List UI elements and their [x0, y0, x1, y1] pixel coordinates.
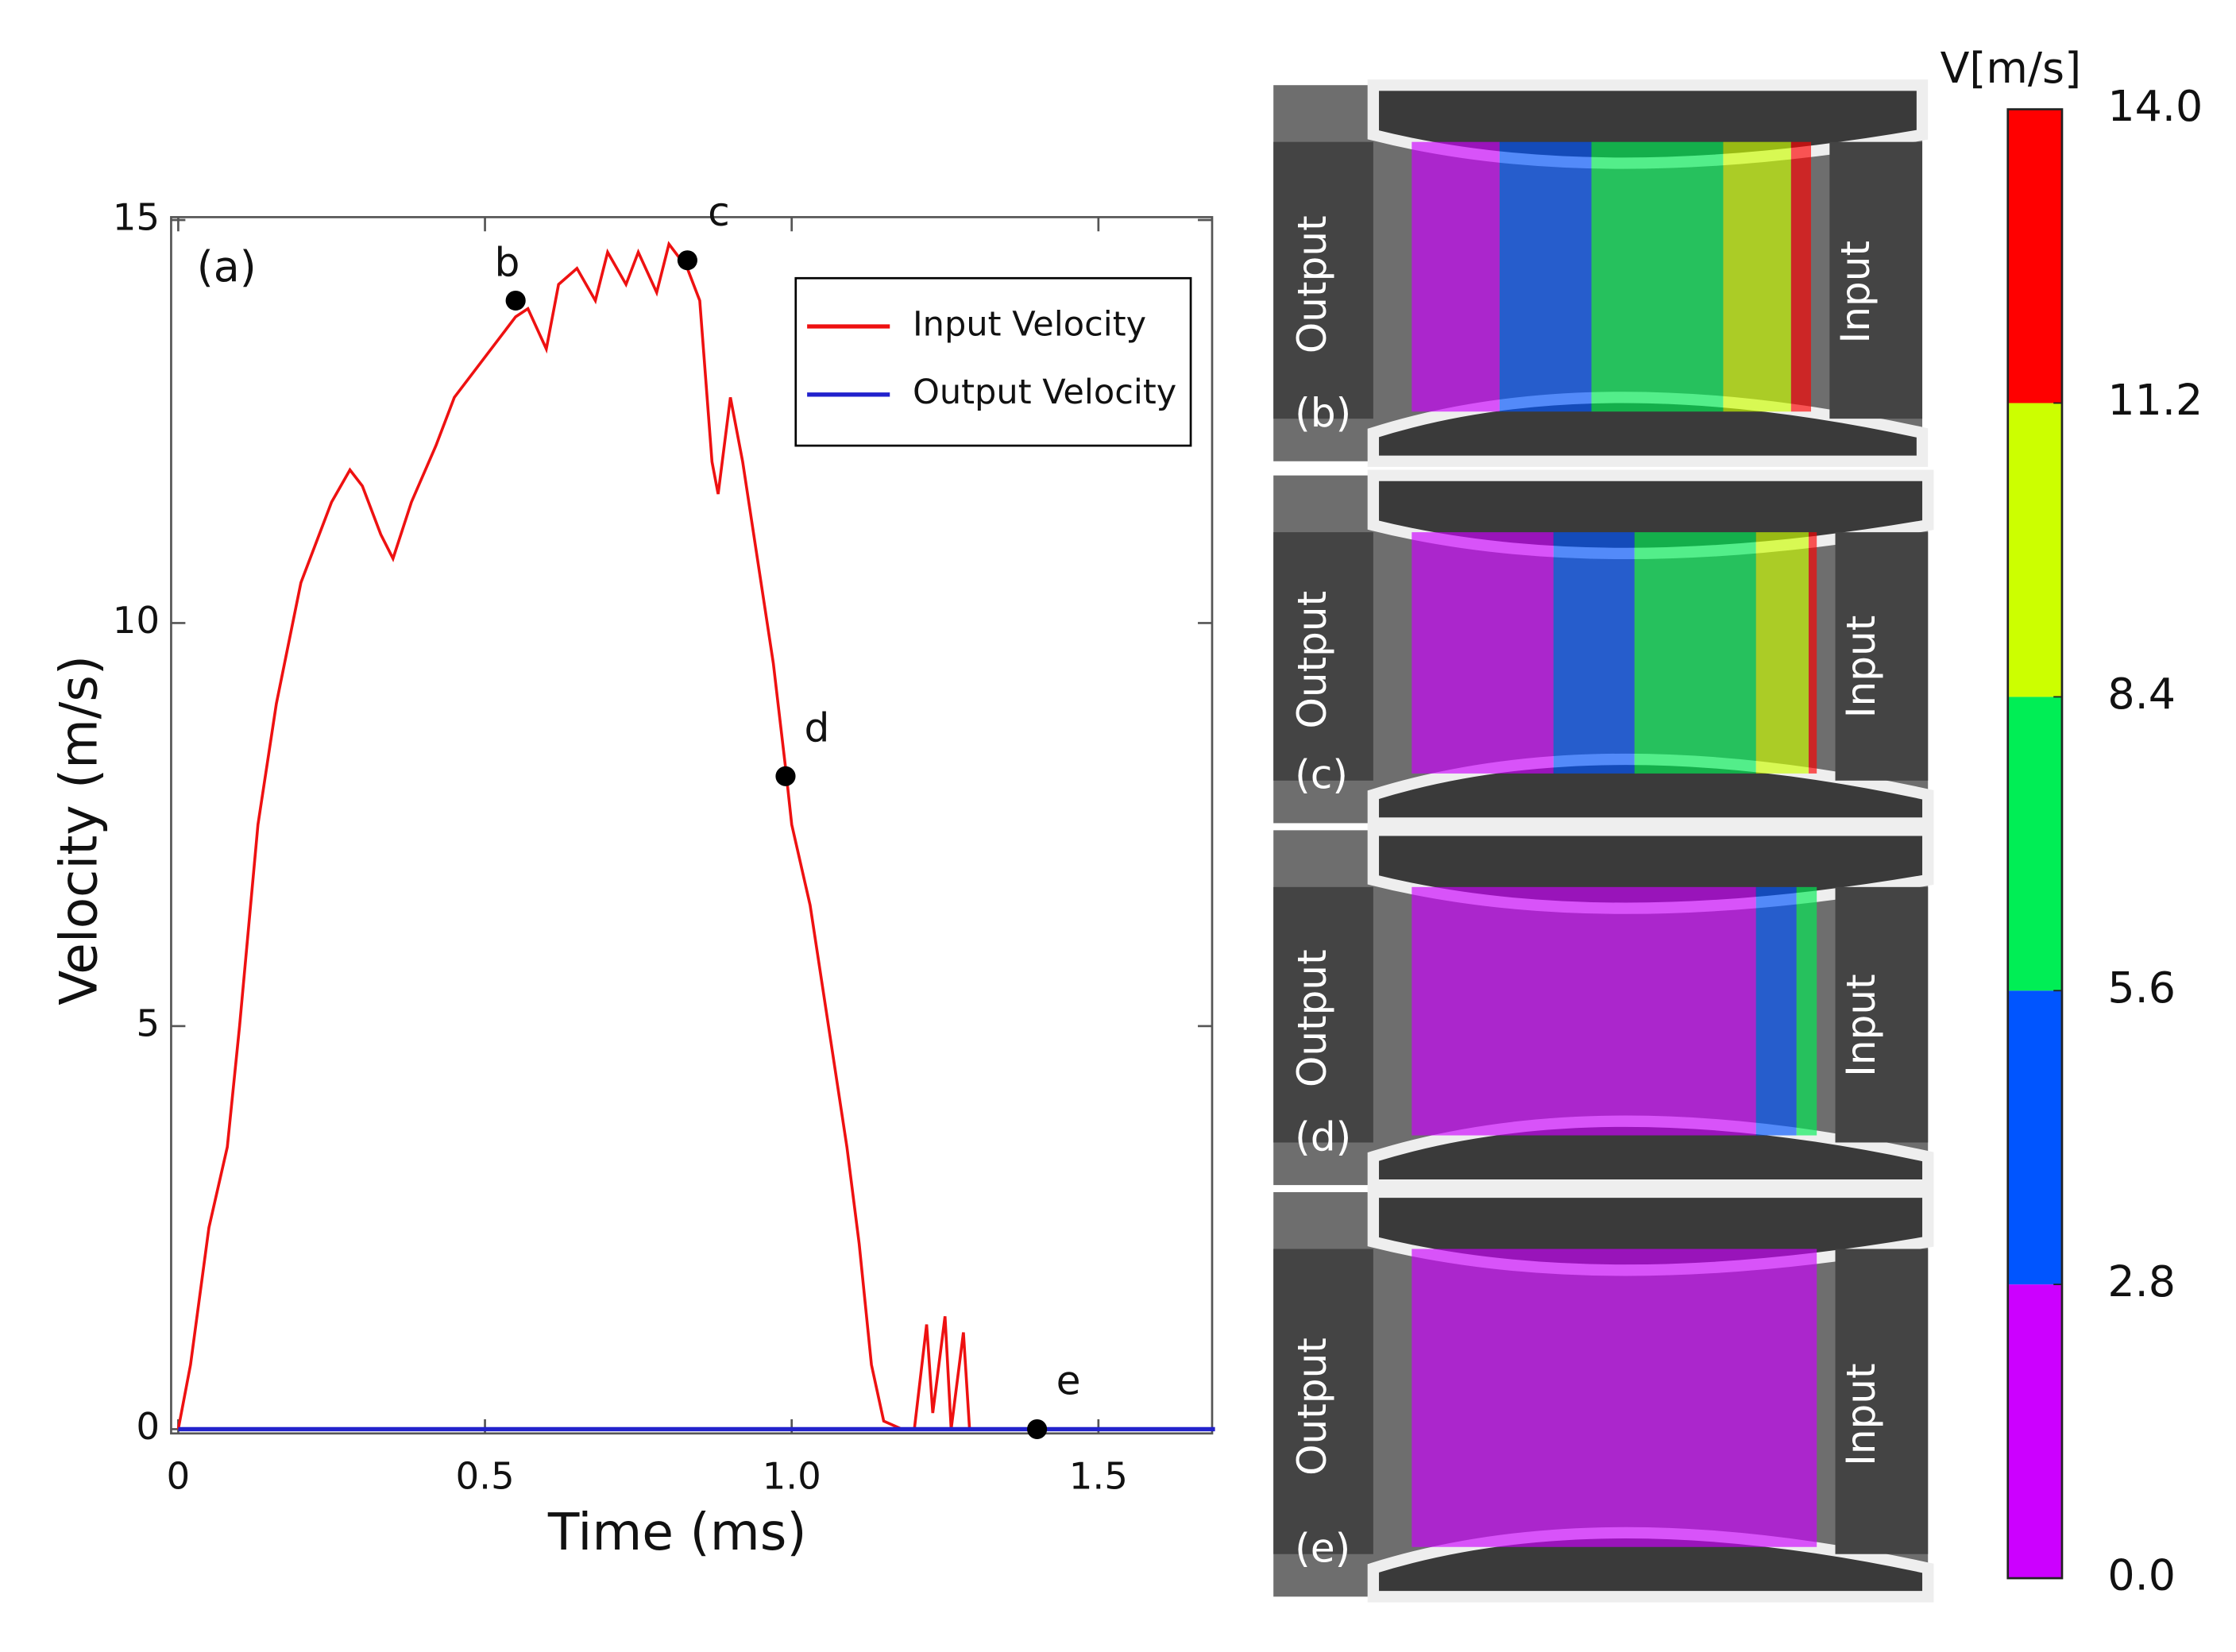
velocity-region: [1755, 532, 1809, 774]
legend-label: Input Velocity: [913, 305, 1146, 345]
colorbar-segment: [2007, 403, 2062, 697]
velocity-region: [1796, 886, 1817, 1136]
marker-label: e: [1056, 1357, 1081, 1404]
velocity-region: [1411, 886, 1756, 1136]
left-grip: [1273, 141, 1373, 419]
right-grip: [1835, 532, 1929, 781]
panel-output-label: Output: [1288, 215, 1335, 353]
colorbar-tick-label: 2.8: [2107, 1256, 2176, 1307]
marker-label: d: [805, 704, 830, 751]
panel-label: (c): [1295, 751, 1348, 798]
velocity-region: [1499, 141, 1592, 412]
plot-frame: [170, 216, 1214, 1435]
colorbar-title: V[m/s]: [1941, 43, 2081, 93]
colorbar-segment: [2007, 1284, 2062, 1579]
legend: Input Velocity Output Velocity: [794, 276, 1192, 447]
panel-label: (a): [197, 241, 257, 291]
colorbar-tick-label: 5.6: [2107, 963, 2176, 1013]
marker-point: [677, 250, 697, 271]
image-panel: Output Input (b): [1273, 79, 1929, 467]
panel-label: (b): [1295, 389, 1351, 436]
image-panel: Output Input (c): [1273, 469, 1934, 829]
panel-output-label: Output: [1288, 1337, 1335, 1476]
colorbar-tick-label: 14.0: [2107, 81, 2203, 131]
marker-point: [775, 766, 796, 786]
legend-box: [794, 276, 1192, 447]
velocity-region: [1411, 532, 1554, 774]
velocity-region: [1411, 1249, 1817, 1547]
marker-label: b: [494, 238, 519, 285]
x-tick-label: 0.5: [455, 1455, 514, 1498]
colorbar-segment: [2007, 990, 2062, 1285]
panel-input-label: Input: [1832, 241, 1879, 344]
panel-input-label: Input: [1837, 974, 1884, 1077]
velocity-region: [1553, 532, 1635, 774]
right-grip: [1829, 141, 1923, 419]
right-grip: [1835, 1249, 1929, 1554]
colorbar-segment: [2007, 109, 2062, 403]
image-panel: Output Input (e): [1273, 1186, 1934, 1603]
velocity-region: [1808, 532, 1817, 774]
panel-input-label: Input: [1837, 1363, 1884, 1466]
marker-label: c: [708, 188, 730, 235]
marker-point: [1027, 1418, 1048, 1439]
colorbar-segment: [2007, 697, 2062, 991]
velocity-region: [1755, 886, 1797, 1136]
y-tick-label: 10: [113, 599, 160, 642]
velocity-region: [1411, 141, 1500, 412]
y-tick-label: 0: [136, 1405, 160, 1448]
panel-output-label: Output: [1288, 591, 1335, 729]
panel-output-label: Output: [1288, 949, 1335, 1087]
legend-label: Output Velocity: [913, 372, 1176, 412]
left-grip: [1273, 532, 1373, 781]
y-axis-label: Velocity (m/s): [50, 655, 110, 1005]
panel-label: (e): [1295, 1525, 1350, 1572]
marker-point: [505, 290, 526, 311]
panel-input-label: Input: [1837, 616, 1884, 719]
y-tick-label: 15: [113, 196, 160, 239]
panel-label: (d): [1295, 1113, 1351, 1160]
x-tick-label: 0: [167, 1455, 191, 1498]
colorbar-tick-label: 8.4: [2107, 669, 2176, 719]
y-tick-label: 5: [136, 1002, 160, 1045]
velocity-region: [1591, 141, 1724, 412]
velocity-region: [1634, 532, 1756, 774]
right-grip: [1835, 886, 1929, 1143]
velocity-region: [1790, 141, 1812, 412]
colorbar-tick-label: 0.0: [2107, 1550, 2176, 1600]
image-panel: Output Input (d): [1273, 824, 1934, 1191]
left-grip: [1273, 1249, 1373, 1554]
x-tick-label: 1.5: [1069, 1455, 1128, 1498]
velocity-region: [1723, 141, 1791, 412]
left-grip: [1273, 886, 1373, 1143]
colorbar-frame: [2006, 108, 2064, 1580]
x-axis-label: Time (ms): [547, 1503, 807, 1562]
x-tick-label: 1.0: [763, 1455, 821, 1498]
colorbar-tick-label: 11.2: [2107, 375, 2203, 425]
